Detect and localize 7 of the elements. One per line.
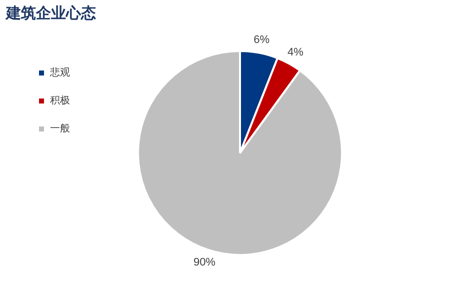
data-label: 6% (254, 34, 270, 46)
legend-label: 悲观 (49, 66, 70, 79)
legend-label: 积极 (50, 94, 70, 107)
chart-title: 建筑企业心态 (6, 4, 96, 23)
legend-label: 一般 (50, 124, 70, 135)
data-label: 4% (287, 46, 304, 58)
data-label: 90% (193, 256, 216, 268)
